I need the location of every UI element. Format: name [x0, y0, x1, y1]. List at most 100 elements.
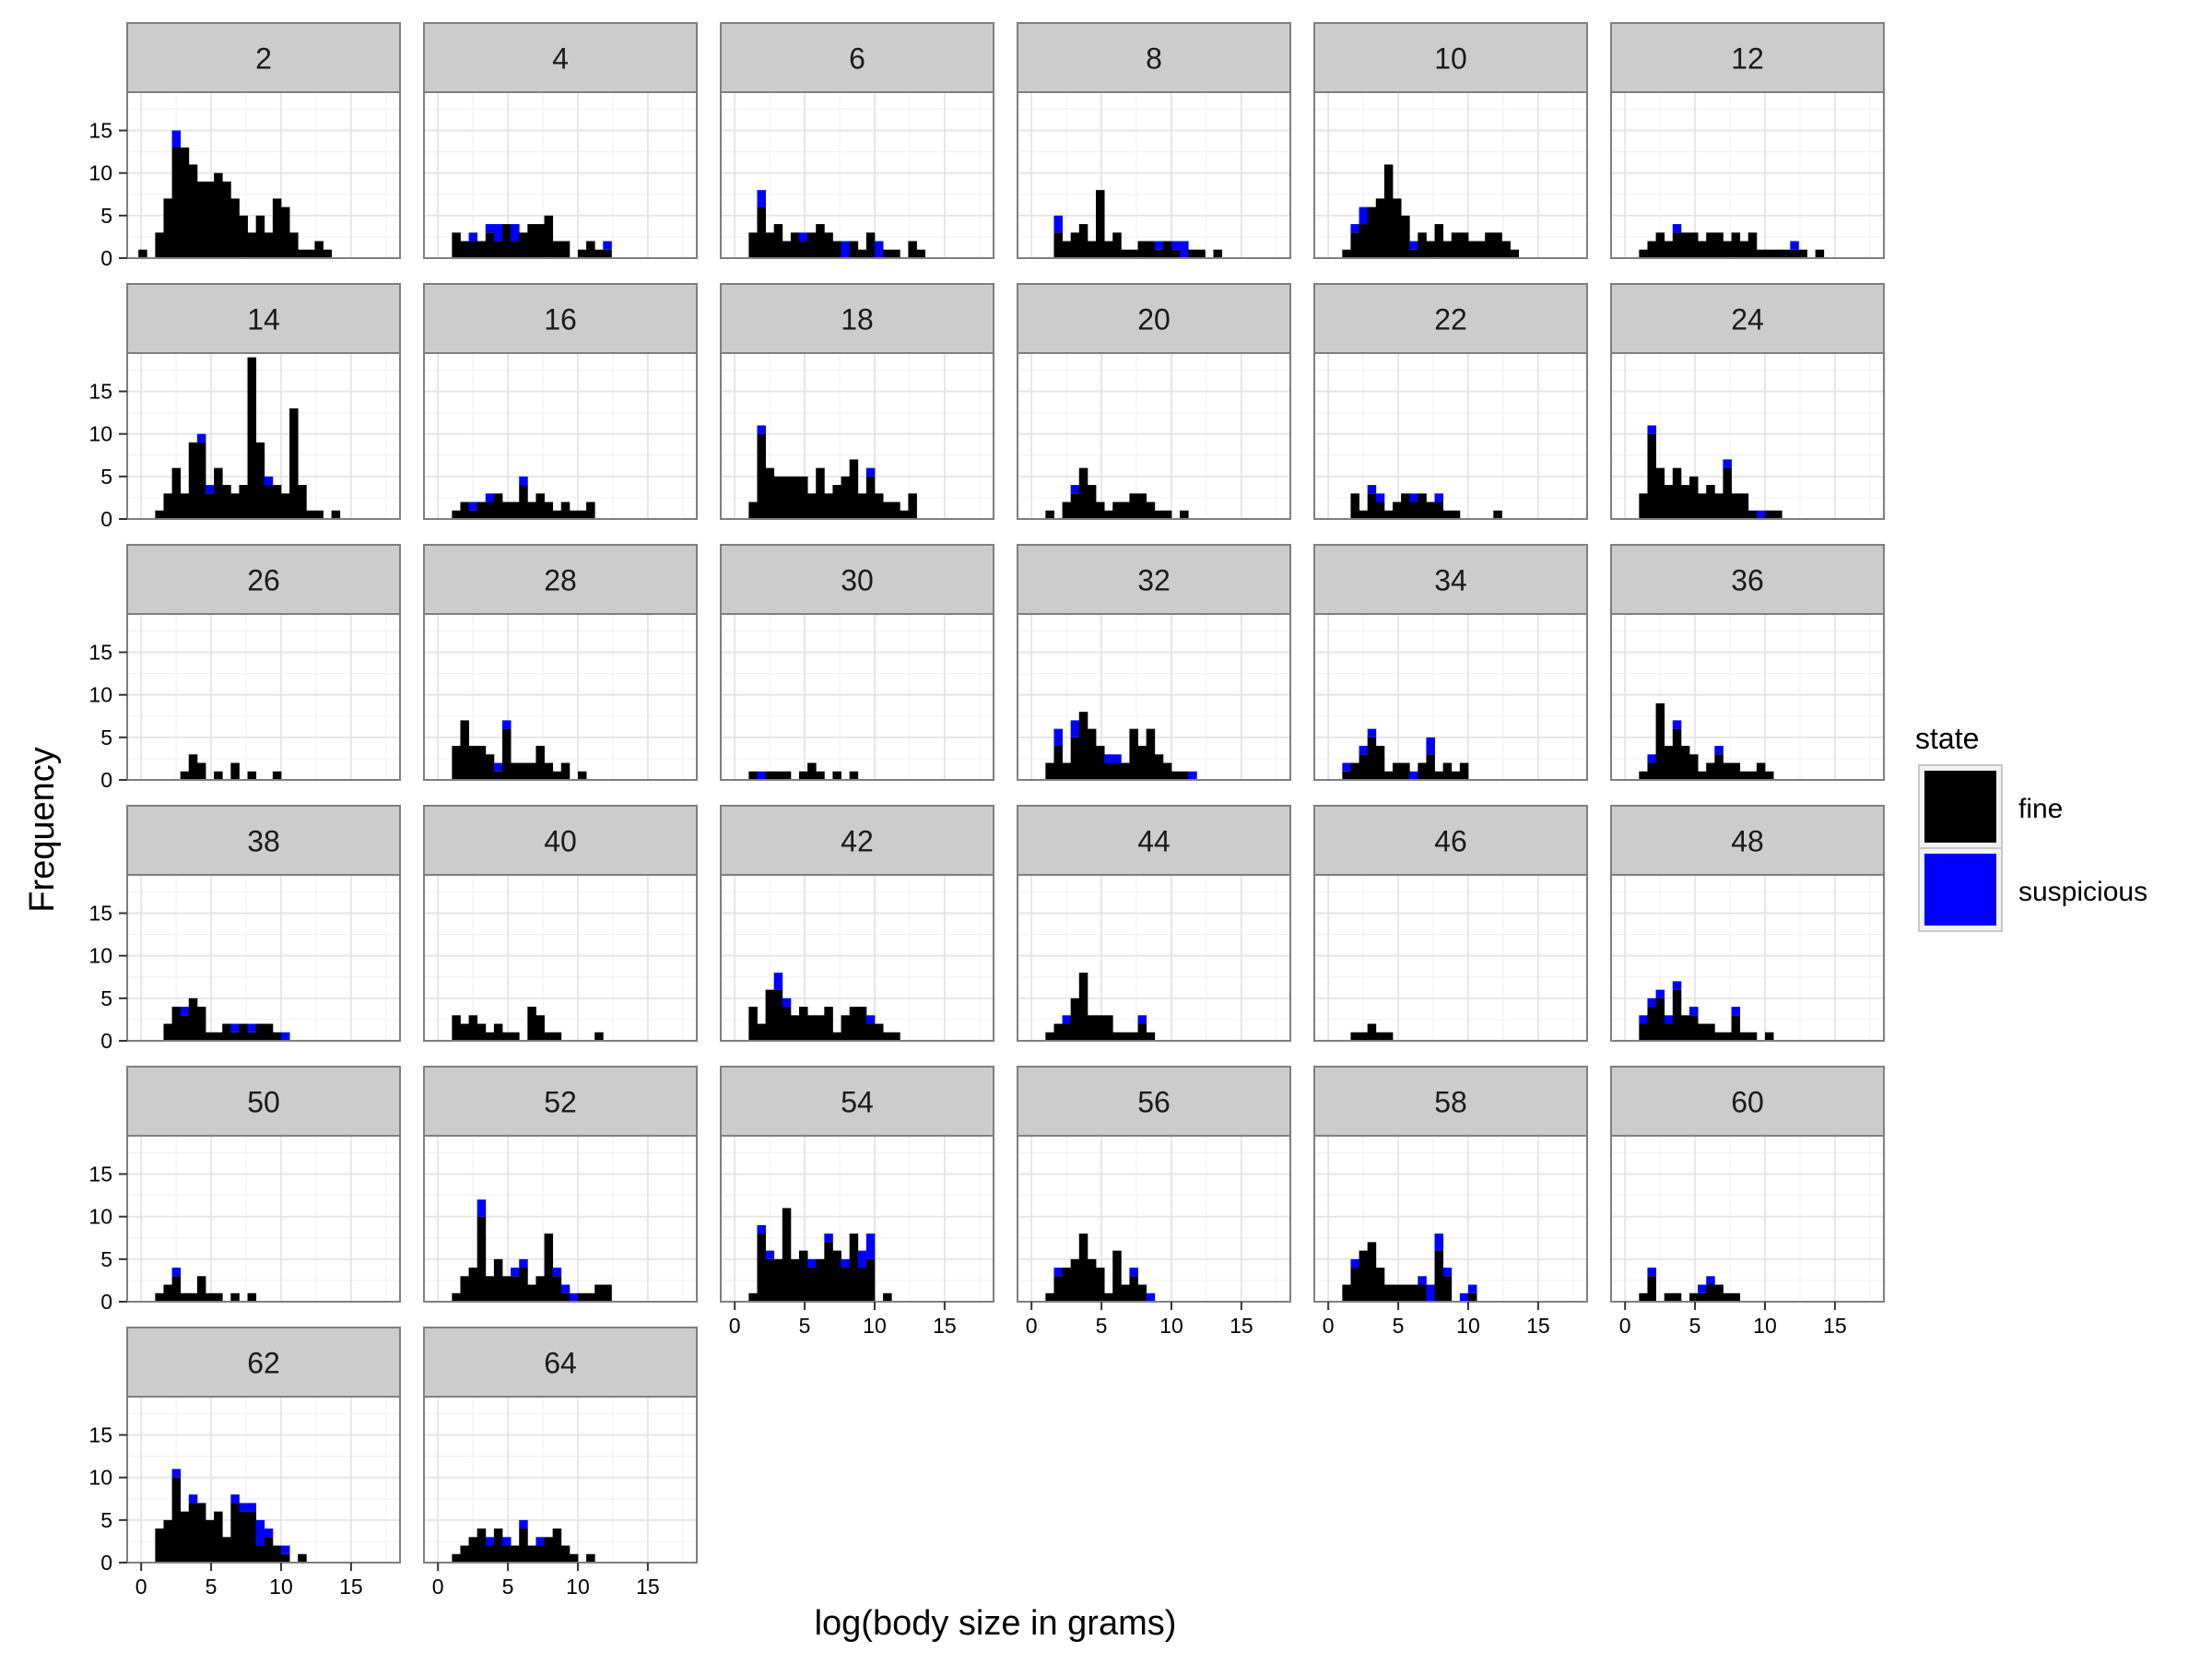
bar-fine — [255, 1545, 265, 1563]
bar-fine — [468, 241, 478, 258]
bar-fine — [1426, 502, 1435, 519]
bar-fine — [468, 1537, 478, 1563]
bar-fine — [1096, 746, 1105, 780]
bar-fine — [1706, 485, 1715, 519]
bar-fine — [865, 1258, 876, 1302]
bar-fine — [1121, 1284, 1130, 1302]
bar-fine — [188, 1292, 198, 1302]
panel-border — [126, 1396, 401, 1564]
bar-fine — [816, 1258, 825, 1302]
bar-fine — [1121, 502, 1130, 519]
bar-fine — [230, 762, 240, 780]
panel-border — [1610, 1135, 1885, 1303]
bar-fine — [891, 1032, 900, 1041]
panel-background — [1018, 92, 1290, 258]
bar-fine — [196, 762, 206, 780]
bar-fine — [502, 1032, 512, 1041]
bar-suspicious — [1146, 1292, 1156, 1302]
bar-fine — [1096, 1015, 1105, 1041]
facet-strip-label: 62 — [247, 1347, 280, 1380]
bar-suspicious — [1442, 1268, 1453, 1277]
bar-suspicious — [1434, 493, 1444, 502]
bar-fine — [468, 746, 478, 780]
panel-border — [1313, 352, 1588, 520]
bar-fine — [1747, 1032, 1758, 1041]
bar-fine — [900, 510, 909, 519]
bar-suspicious — [485, 1537, 495, 1546]
panel-border — [1313, 613, 1588, 781]
bar-fine — [1434, 502, 1444, 519]
bar-fine — [535, 1545, 545, 1563]
bar-fine — [1409, 1284, 1418, 1302]
bar-fine — [799, 1007, 808, 1041]
bar-fine — [1655, 232, 1665, 258]
bar-fine — [180, 1292, 190, 1302]
panel-border — [126, 1135, 401, 1303]
bar-fine — [519, 762, 528, 780]
bar-fine — [1418, 1284, 1427, 1302]
panel-border — [423, 91, 698, 259]
bar-fine — [1501, 241, 1511, 258]
bar-suspicious — [757, 1224, 766, 1234]
bar-fine — [857, 1268, 867, 1302]
bar-fine — [1078, 712, 1088, 780]
bar-fine — [857, 1007, 867, 1041]
bar-fine — [1739, 241, 1749, 258]
bar-fine — [1798, 249, 1807, 258]
bar-fine — [1393, 762, 1402, 780]
panel-border — [423, 874, 698, 1042]
bar-fine — [883, 1032, 892, 1041]
bar-fine — [1655, 997, 1665, 1041]
bar-fine — [1087, 485, 1097, 519]
bar-fine — [1121, 762, 1130, 780]
bar-fine — [206, 1292, 215, 1302]
bar-fine — [527, 1007, 536, 1041]
bar-suspicious — [1053, 215, 1063, 233]
bar-fine — [908, 493, 917, 519]
bar-fine — [247, 357, 257, 519]
bar-fine — [1112, 1032, 1122, 1041]
bar-fine — [1137, 241, 1147, 258]
bar-fine — [1698, 1292, 1707, 1302]
bar-fine — [247, 1292, 257, 1302]
bar-suspicious — [230, 1023, 240, 1033]
facet-strip — [423, 544, 698, 615]
bar-fine — [314, 241, 324, 258]
bar-fine — [849, 241, 859, 258]
facet-strip — [1017, 805, 1291, 876]
facet-panel-42: 42 — [720, 805, 994, 1042]
bar-fine — [883, 502, 892, 519]
bar-fine — [1747, 510, 1758, 519]
bar-fine — [1112, 762, 1122, 780]
bar-fine — [1731, 1292, 1741, 1302]
facet-panel-56: 56 0 5 10 15 — [1017, 1066, 1291, 1338]
bar-fine — [1714, 754, 1724, 780]
bar-fine — [1493, 232, 1502, 258]
x-tick-label: 5 — [1393, 1314, 1405, 1338]
bar-fine — [1639, 249, 1648, 258]
bar-fine — [1680, 1015, 1690, 1041]
bar-fine — [748, 771, 758, 780]
bar-fine — [1070, 493, 1080, 519]
bar-fine — [1162, 510, 1172, 519]
bar-fine — [289, 408, 299, 519]
bar-fine — [1714, 1032, 1724, 1041]
bar-fine — [1053, 1023, 1063, 1041]
panel-border — [1610, 91, 1885, 259]
bar-fine — [1706, 762, 1715, 780]
bar-suspicious — [765, 1250, 775, 1259]
bar-fine — [535, 1276, 545, 1302]
bar-suspicious — [1647, 754, 1656, 763]
bar-fine — [1672, 1292, 1682, 1302]
bar-suspicious — [264, 476, 274, 486]
bar-fine — [569, 1553, 579, 1563]
bar-suspicious — [171, 1469, 182, 1478]
bar-fine — [1383, 164, 1394, 258]
bar-fine — [1790, 249, 1799, 258]
bar-fine — [1418, 493, 1427, 519]
bar-fine — [272, 1545, 282, 1563]
bar-suspicious — [1672, 224, 1682, 233]
bar-fine — [1723, 1292, 1732, 1302]
bar-fine — [264, 1023, 274, 1041]
bar-suspicious — [502, 720, 512, 729]
